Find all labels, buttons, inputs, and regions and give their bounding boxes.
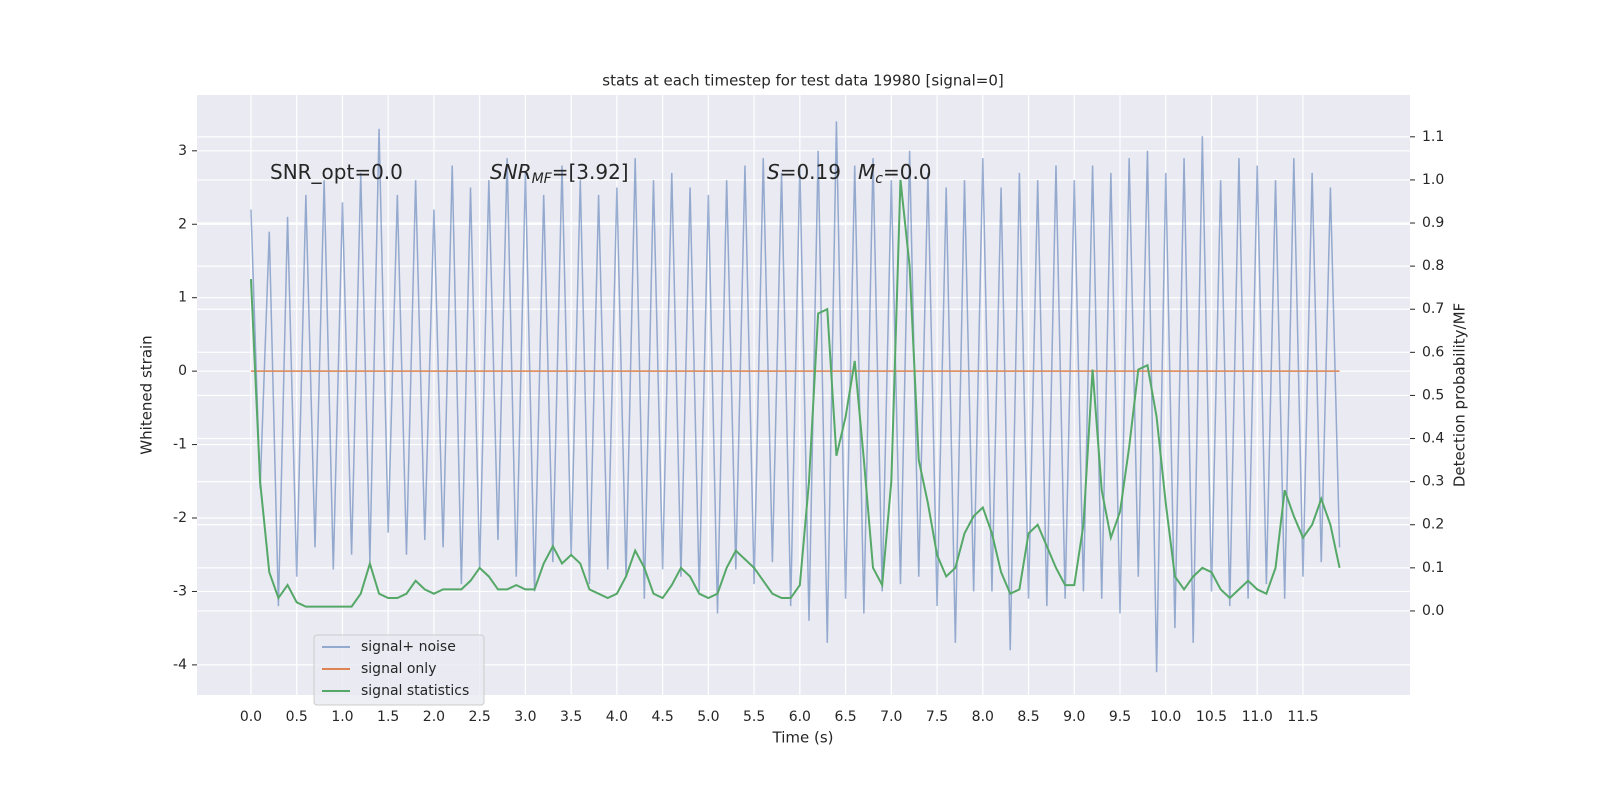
x-tick-label: 4.5 [651, 709, 673, 725]
legend-label: signal+ noise [361, 639, 456, 655]
series-line [250, 121, 1341, 673]
y2-tick-label: 0.3 [1422, 474, 1444, 490]
y-tick-label: 1 [178, 290, 187, 306]
y2-tick-label: 0.1 [1422, 560, 1444, 576]
x-tick-label: 9.5 [1109, 709, 1131, 725]
x-tick-label: 11.5 [1287, 709, 1318, 725]
x-tick-label: 3.0 [514, 709, 536, 725]
x-tick-label: 1.5 [377, 709, 399, 725]
annotation-text: =0.19 [780, 160, 841, 184]
x-tick-label: 11.0 [1242, 709, 1273, 725]
y2-tick-label: 0.6 [1422, 344, 1444, 360]
annotation-subscript: c [875, 171, 883, 187]
x-tick-label: 10.5 [1196, 709, 1227, 725]
annotation: S=0.19 [767, 160, 841, 184]
x-tick-label: 6.0 [789, 709, 811, 725]
y2-tick-label: 1.0 [1422, 172, 1444, 188]
y-tick-label: 0 [178, 363, 187, 379]
y-tick-label: -1 [173, 437, 187, 453]
annotation: SNRMF=[3.92] [490, 160, 629, 188]
legend-label: signal only [361, 661, 436, 677]
y-tick-label: -2 [173, 510, 187, 526]
y2-tick-label: 0.0 [1422, 603, 1444, 619]
x-tick-label: 1.0 [331, 709, 353, 725]
annotation: SNR_opt=0.0 [270, 160, 403, 184]
series-line [249, 179, 1341, 608]
legend-label: signal statistics [361, 683, 469, 699]
y2-tick-label: 0.9 [1422, 215, 1444, 231]
x-tick-label: 3.5 [560, 709, 582, 725]
legend-frame [313, 634, 485, 706]
x-tick-label: 0.5 [286, 709, 308, 725]
x-tick-label: 8.0 [972, 709, 994, 725]
annotation-text: =[3.92] [552, 160, 629, 184]
annotation-symbol: M [858, 160, 875, 184]
y2-tick-label: 0.7 [1422, 301, 1444, 317]
y2-tick-label: 0.4 [1422, 431, 1444, 447]
x-tick-label: 5.5 [743, 709, 765, 725]
x-tick-label: 8.5 [1017, 709, 1039, 725]
x-tick-label: 5.0 [697, 709, 719, 725]
annotation-subscript: MF [532, 171, 553, 187]
annotation-symbol: SNR [490, 160, 532, 184]
y2-axis-label: Detection probability/MF [1451, 303, 1469, 487]
x-tick-label: 4.0 [606, 709, 628, 725]
annotation-text: SNR_opt=0.0 [270, 160, 403, 184]
x-tick-label: 9.0 [1063, 709, 1085, 725]
chart-title: stats at each timestep for test data 199… [602, 72, 1003, 90]
annotation-text: =0.0 [883, 160, 932, 184]
y-tick-label: -4 [173, 657, 187, 673]
y-tick-label: -3 [173, 583, 187, 599]
x-tick-label: 2.5 [469, 709, 491, 725]
x-tick-label: 7.5 [926, 709, 948, 725]
x-axis-label: Time (s) [772, 729, 834, 747]
y-tick-label: 2 [178, 216, 187, 232]
y2-tick-label: 0.8 [1422, 258, 1444, 274]
y2-tick-label: 0.2 [1422, 517, 1444, 533]
x-tick-label: 10.0 [1150, 709, 1181, 725]
y-axis-label: Whitened strain [138, 335, 156, 454]
y2-tick-label: 0.5 [1422, 387, 1444, 403]
annotation-symbol: S [767, 160, 780, 184]
x-tick-label: 6.5 [834, 709, 856, 725]
x-tick-label: 7.0 [880, 709, 902, 725]
y2-tick-label: 1.1 [1422, 129, 1444, 145]
x-tick-label: 0.0 [240, 709, 262, 725]
y-tick-label: 3 [178, 143, 187, 159]
x-tick-label: 2.0 [423, 709, 445, 725]
annotation: Mc=0.0 [858, 160, 932, 188]
